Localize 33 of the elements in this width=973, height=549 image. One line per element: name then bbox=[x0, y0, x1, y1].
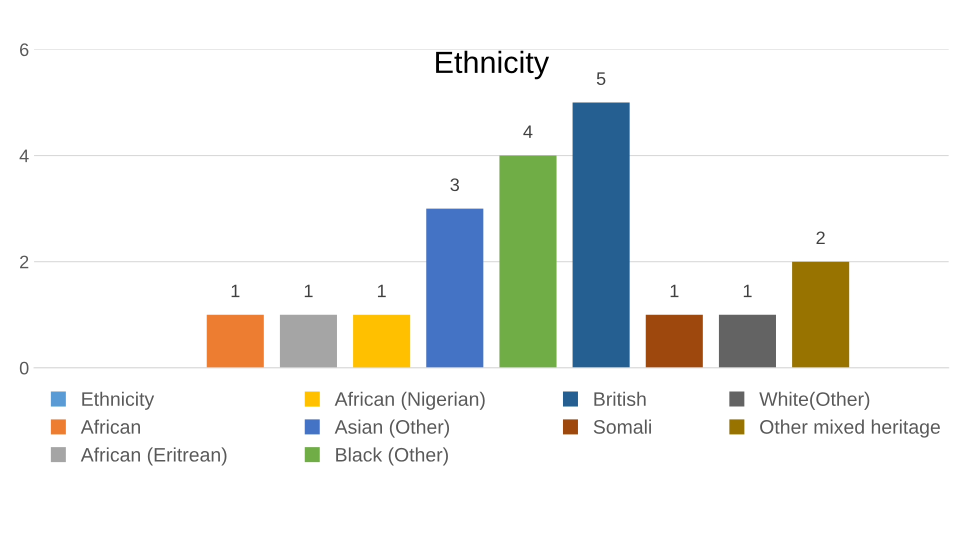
legend-label: Other mixed heritage bbox=[760, 420, 940, 438]
legend-label: African bbox=[80, 420, 140, 434]
data-label: 5 bbox=[596, 72, 606, 86]
legend-label: British bbox=[594, 392, 646, 406]
data-label: 1 bbox=[304, 284, 313, 298]
legend-label: Asian (Other) bbox=[334, 420, 450, 438]
data-label: 1 bbox=[378, 284, 386, 298]
bar bbox=[792, 262, 850, 368]
bar bbox=[499, 156, 556, 368]
y-tick-label: 2 bbox=[20, 256, 28, 268]
bar bbox=[280, 314, 337, 368]
legend-label: Ethnicity bbox=[82, 392, 154, 410]
bar bbox=[353, 314, 410, 368]
bar bbox=[718, 314, 776, 368]
y-tick-label: 0 bbox=[20, 362, 28, 375]
data-label: 1 bbox=[232, 284, 240, 298]
data-label: 4 bbox=[523, 125, 532, 138]
data-label: 3 bbox=[450, 178, 460, 192]
bar bbox=[646, 314, 703, 368]
data-label: 2 bbox=[816, 231, 825, 244]
bar bbox=[426, 208, 484, 368]
legend-label: African (Eritrean) bbox=[80, 447, 226, 466]
y-tick-label: 6 bbox=[20, 43, 28, 56]
bar bbox=[572, 102, 630, 368]
legend-label: White(Other) bbox=[759, 392, 870, 410]
legend-label: Black (Other) bbox=[336, 447, 448, 466]
legend-label: Somali bbox=[594, 420, 651, 434]
data-label: 1 bbox=[670, 284, 678, 298]
bar bbox=[206, 314, 264, 368]
legend-label: African (Nigerian) bbox=[334, 392, 485, 410]
chart-title: Ethnicity bbox=[436, 50, 550, 80]
y-tick-label: 4 bbox=[20, 150, 29, 162]
data-label: 1 bbox=[744, 284, 752, 298]
